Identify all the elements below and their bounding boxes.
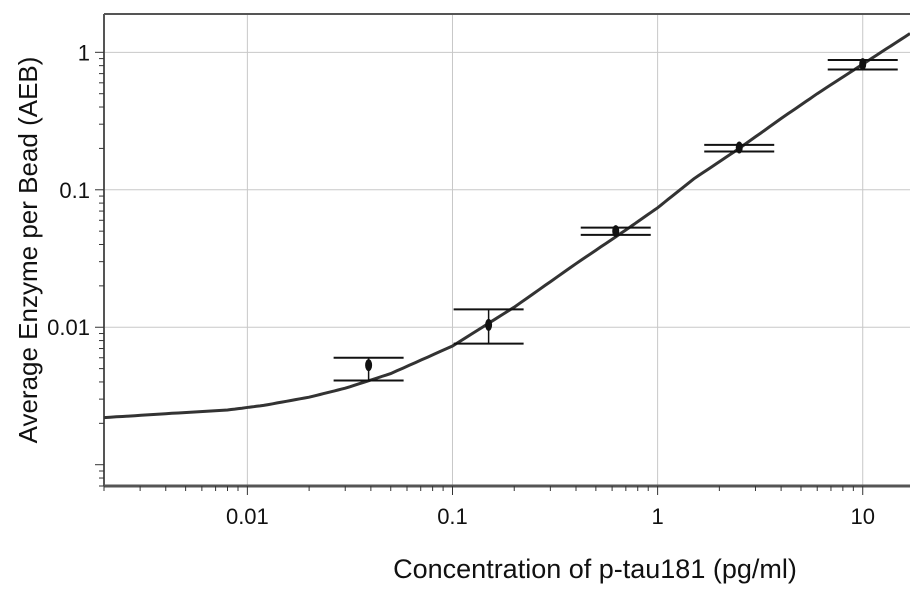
data-point bbox=[859, 58, 867, 71]
data-point-group bbox=[333, 356, 404, 382]
data-points-layer bbox=[333, 58, 898, 382]
x-tick-label: 0.01 bbox=[226, 504, 269, 529]
data-point-group bbox=[827, 58, 898, 71]
data-point bbox=[735, 141, 743, 154]
data-point bbox=[485, 318, 493, 331]
data-point-group bbox=[580, 225, 651, 238]
x-tick-label: 1 bbox=[651, 504, 663, 529]
y-tick-label: 0.1 bbox=[59, 178, 90, 203]
data-point bbox=[612, 225, 620, 238]
y-tick-label: 0.01 bbox=[47, 315, 90, 340]
y-axis-label: Average Enzyme per Bead (AEB) bbox=[13, 57, 43, 444]
x-axis: 0.01 0.1 1 10 bbox=[103, 486, 875, 529]
y-axis: 0.01 0.1 1 bbox=[47, 40, 104, 487]
x-tick-label: 0.1 bbox=[437, 504, 468, 529]
fit-curve-layer bbox=[103, 32, 910, 420]
x-axis-label: Concentration of p-tau181 (pg/ml) bbox=[393, 554, 797, 584]
data-point bbox=[365, 359, 373, 372]
data-point-group bbox=[704, 141, 775, 154]
plot-frame bbox=[103, 13, 910, 488]
data-point-group bbox=[453, 308, 524, 345]
grid bbox=[104, 14, 910, 486]
fit-curve bbox=[103, 32, 910, 420]
y-tick-label: 1 bbox=[78, 40, 90, 65]
x-tick-label: 10 bbox=[850, 504, 874, 529]
